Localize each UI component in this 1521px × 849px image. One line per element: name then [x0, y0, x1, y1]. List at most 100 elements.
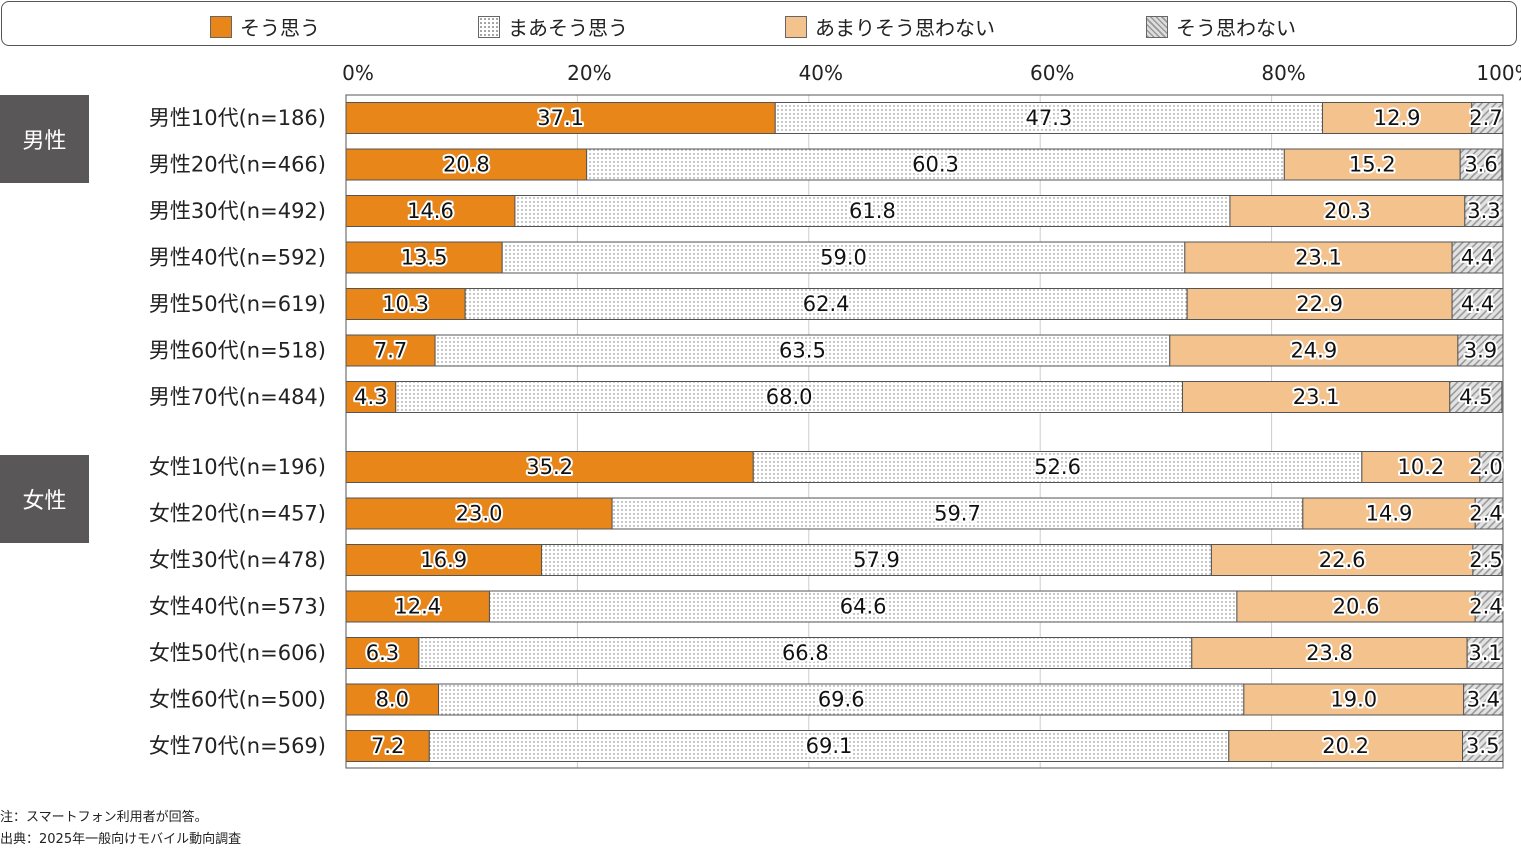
bar-segment-3	[1169, 334, 1459, 367]
bar-segment-1	[345, 288, 466, 320]
bar-segment-3	[1228, 730, 1464, 762]
bar-segment-2	[774, 102, 1324, 134]
data-label: 22.9	[1296, 292, 1343, 316]
bar-segment-3	[1210, 544, 1474, 576]
data-label: 68.0	[766, 385, 813, 409]
row-label: 男性10代(n=186)	[149, 106, 326, 130]
data-label: 4.3	[354, 385, 387, 409]
data-label: 14.6	[407, 199, 454, 223]
bar-segment-3	[1229, 195, 1466, 227]
bar-segment-3	[1186, 288, 1453, 320]
bar-segment-4	[1474, 497, 1504, 530]
bar-segment-4	[1451, 288, 1504, 320]
data-label: 69.6	[818, 688, 865, 712]
bar-segment-2	[488, 590, 1238, 623]
data-label: 7.2	[371, 734, 404, 758]
bar-segment-2	[428, 730, 1230, 762]
bar-segment-3	[1182, 381, 1451, 413]
plot-frame	[345, 94, 1504, 769]
row-label: 女性10代(n=196)	[149, 455, 326, 479]
bar-segment-3	[1322, 102, 1473, 134]
data-label: 57.9	[853, 548, 900, 572]
legend-swatch	[210, 15, 232, 38]
data-label: 20.3	[1324, 199, 1371, 223]
bar-segment-1	[345, 148, 588, 181]
bar-segment-2	[541, 544, 1212, 576]
bar-segment-3	[1184, 241, 1453, 274]
data-label: 23.8	[1306, 641, 1353, 665]
data-label: 37.1	[537, 106, 584, 130]
data-label: 61.8	[849, 199, 896, 223]
row-label: 女性70代(n=569)	[149, 734, 326, 758]
data-label: 2.5	[1469, 548, 1502, 572]
row-label: 男性60代(n=518)	[149, 339, 326, 363]
data-label: 3.4	[1467, 688, 1500, 712]
row-label: 男性20代(n=466)	[149, 153, 326, 177]
legend-label: あまりそう思わない	[815, 16, 995, 40]
bar-segment-2	[395, 381, 1184, 413]
data-label: 12.4	[394, 595, 441, 619]
data-label: 2.4	[1469, 502, 1502, 526]
row-label: 女性60代(n=500)	[149, 688, 326, 712]
legend-item-agree: そう思う	[210, 12, 320, 41]
bar-segment-2	[611, 497, 1304, 530]
bar-segment-4	[1466, 637, 1504, 669]
row-label: 女性30代(n=478)	[149, 548, 326, 572]
data-label: 2.0	[1469, 455, 1502, 479]
data-label: 60.3	[912, 153, 959, 177]
bar-segment-4	[1471, 102, 1504, 134]
bar-segment-3	[1283, 148, 1461, 181]
data-label: 7.7	[374, 339, 407, 363]
bar-segment-4	[1459, 148, 1503, 181]
bar-segment-2	[752, 451, 1363, 483]
data-label: 59.7	[934, 502, 981, 526]
legend-item-somewhat-disagree: あまりそう思わない	[785, 12, 995, 41]
data-label: 4.4	[1461, 246, 1494, 270]
data-label: 22.6	[1319, 548, 1366, 572]
data-label: 20.6	[1333, 595, 1380, 619]
bar-segment-1	[345, 590, 490, 623]
x-tick-label: 60%	[1030, 61, 1074, 85]
data-label: 69.1	[806, 734, 853, 758]
row-label: 女性40代(n=573)	[149, 595, 326, 619]
data-label: 2.4	[1469, 595, 1502, 619]
bar-segment-4	[1479, 451, 1504, 483]
bar-segment-2	[464, 288, 1188, 320]
row-label: 男性70代(n=484)	[149, 385, 326, 409]
data-label: 13.5	[401, 246, 448, 270]
row-label: 男性30代(n=492)	[149, 199, 326, 223]
bar-segment-1	[345, 497, 613, 530]
bar-segment-2	[434, 334, 1171, 367]
data-label: 10.2	[1397, 455, 1444, 479]
legend-swatch	[478, 15, 500, 38]
bar-segment-4	[1449, 381, 1503, 413]
legend-label: そう思う	[240, 16, 320, 40]
legend: そう思う まあそう思う あまりそう思わない そう思わない	[1, 1, 1517, 46]
data-label: 3.9	[1464, 339, 1497, 363]
data-label: 4.4	[1461, 292, 1494, 316]
legend-item-somewhat-agree: まあそう思う	[478, 12, 628, 41]
data-label: 19.0	[1330, 688, 1377, 712]
bar-segment-4	[1462, 730, 1504, 762]
bar-segment-2	[514, 195, 1231, 227]
data-label: 3.3	[1467, 199, 1500, 223]
data-label: 14.9	[1366, 502, 1413, 526]
bar-segment-4	[1457, 334, 1504, 367]
source-text: 出典：2025年一般向けモバイル動向調査	[0, 832, 242, 847]
bar-segment-2	[586, 148, 1285, 181]
data-label: 3.6	[1464, 153, 1497, 177]
data-label: 23.1	[1293, 385, 1340, 409]
data-label: 23.1	[1295, 246, 1342, 270]
bar-segment-4	[1472, 544, 1503, 576]
bar-segment-1	[345, 683, 440, 716]
legend-item-disagree: そう思わない	[1146, 12, 1296, 41]
data-label: 10.3	[382, 292, 429, 316]
data-label: 12.9	[1374, 106, 1421, 130]
note-text: 注：スマートフォン利用者が回答。	[0, 810, 208, 825]
bar-segment-1	[345, 241, 503, 274]
legend-label: そう思わない	[1176, 16, 1296, 40]
legend-swatch	[785, 15, 807, 38]
data-label: 3.5	[1466, 734, 1499, 758]
data-label: 52.6	[1034, 455, 1081, 479]
